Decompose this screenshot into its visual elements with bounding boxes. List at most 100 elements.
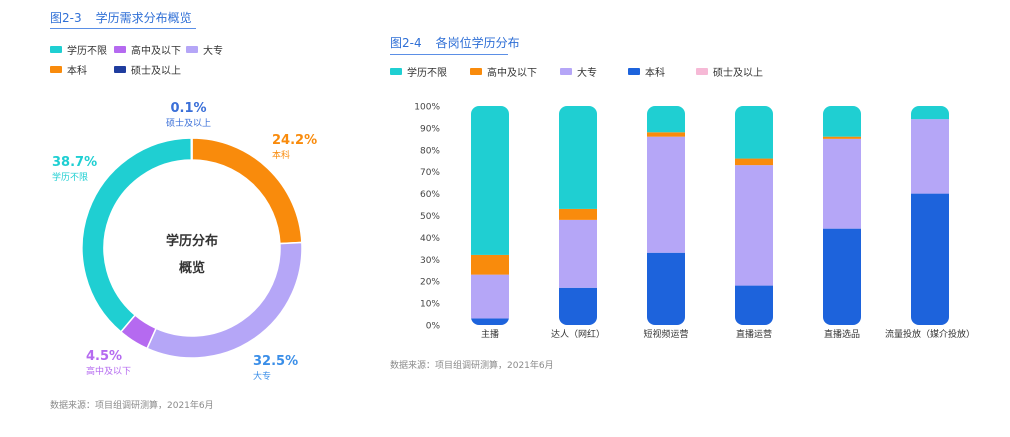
legend-swatch (628, 68, 640, 75)
bar-segment (735, 106, 773, 159)
right-legend-item: 高中及以下 (470, 64, 537, 79)
donut-center-line1: 学历分布 (165, 234, 218, 249)
y-tick-label: 0% (426, 322, 441, 332)
legend-label: 大专 (577, 68, 597, 79)
donut-percent: 0.1% (170, 101, 207, 116)
bar-segment (911, 119, 949, 194)
bar-segment (735, 158, 773, 166)
legend-swatch (560, 68, 572, 75)
legend-label: 学历不限 (67, 46, 107, 57)
y-tick-label: 70% (420, 168, 440, 178)
donut-percent: 24.2% (272, 133, 318, 148)
right-fig-number: 图2-4 (390, 36, 422, 50)
legend-swatch (50, 46, 62, 53)
right-legend-item: 硕士及以上 (696, 64, 763, 79)
donut-slice (190, 137, 193, 161)
bar-segment (471, 274, 509, 319)
bar-stack (735, 106, 773, 325)
bar-segment (559, 208, 597, 220)
legend-label: 高中及以下 (487, 68, 537, 79)
y-tick-label: 20% (420, 278, 440, 288)
left-panel-title: 图2-3 学历需求分布概览 (50, 9, 206, 26)
legend-swatch (470, 68, 482, 75)
legend-label: 本科 (645, 68, 665, 79)
bar-segment (471, 106, 509, 255)
x-tick-label: 直播选品 (824, 328, 860, 340)
donut-category: 学历不限 (52, 173, 89, 183)
y-tick-label: 10% (420, 300, 440, 310)
left-legend-item: 本科 (50, 62, 87, 77)
left-title-text: 学历需求分布概览 (95, 11, 192, 25)
bar-segment (735, 285, 773, 325)
donut-data-label: 4.5% 高中及以下 (86, 349, 131, 377)
legend-swatch (390, 68, 402, 75)
bar-segment (559, 287, 597, 325)
legend-label: 高中及以下 (131, 46, 181, 57)
left-legend-item: 硕士及以上 (114, 62, 181, 77)
y-tick-label: 60% (420, 190, 440, 200)
x-tick-label: 短视频运营 (643, 328, 688, 340)
right-legend-item: 大专 (560, 64, 597, 79)
right-legend-item: 本科 (628, 64, 665, 79)
x-tick-label: 直播运营 (736, 328, 772, 340)
y-tick-label: 50% (420, 212, 440, 222)
right-title-underline (390, 54, 508, 55)
bar-segment (559, 106, 597, 209)
bar-stack (559, 106, 597, 325)
legend-swatch (114, 46, 126, 53)
right-panel-title: 图2-4 各岗位学历分布 (390, 34, 534, 51)
x-tick-label: 达人（网红） (551, 328, 605, 340)
legend-label: 大专 (203, 46, 223, 57)
bar-segment (471, 318, 509, 325)
left-legend-item: 学历不限 (50, 42, 107, 57)
bar-segment (823, 106, 861, 137)
legend-label: 学历不限 (407, 68, 447, 79)
legend-label: 本科 (67, 66, 87, 77)
donut-percent: 4.5% (86, 349, 123, 364)
y-tick-label: 30% (420, 256, 440, 266)
bar-segment (823, 138, 861, 229)
bar-segment (823, 228, 861, 325)
legend-swatch (186, 46, 198, 53)
x-tick-label: 流量投放（媒介投放） (885, 328, 975, 340)
bar-stack (647, 106, 685, 325)
bar-segment (471, 254, 509, 275)
donut-percent: 32.5% (253, 354, 299, 369)
donut-data-label: 38.7% 学历不限 (52, 155, 97, 183)
y-tick-label: 90% (420, 124, 440, 134)
bar-segment (823, 136, 861, 139)
bar-segment (647, 106, 685, 133)
x-tick-label: 主播 (481, 328, 499, 340)
right-source-note: 数据来源：项目组调研测算，2021年6月 (390, 361, 554, 371)
donut-category: 高中及以下 (86, 367, 132, 377)
left-legend-item: 高中及以下 (114, 42, 181, 57)
donut-category: 大专 (253, 372, 272, 382)
y-tick-label: 40% (420, 234, 440, 244)
bar-segment (647, 136, 685, 253)
right-legend-item: 学历不限 (390, 64, 447, 79)
right-title-text: 各岗位学历分布 (435, 36, 520, 50)
left-fig-number: 图2-3 (50, 11, 82, 25)
bar-segment (647, 252, 685, 325)
bar-segment (647, 132, 685, 137)
bar-segment (559, 219, 597, 288)
legend-swatch (696, 68, 708, 75)
bar-stack (471, 106, 509, 325)
left-title-underline (50, 28, 196, 29)
legend-swatch (114, 66, 126, 73)
left-legend-item: 大专 (186, 42, 223, 57)
y-tick-label: 80% (420, 146, 440, 156)
bar-segment (911, 106, 949, 120)
donut-center-line2: 概览 (178, 261, 205, 276)
y-tick-label: 100% (414, 103, 440, 113)
donut-data-label: 0.1% 硕士及以上 (166, 101, 211, 129)
bar-segment (735, 165, 773, 286)
bar-segment (911, 193, 949, 325)
donut-category: 硕士及以上 (166, 119, 212, 129)
donut-percent: 38.7% (52, 155, 98, 170)
bar-stack (911, 106, 949, 325)
donut-category: 本科 (272, 151, 291, 161)
left-source-note: 数据来源：项目组调研测算，2021年6月 (50, 401, 214, 411)
